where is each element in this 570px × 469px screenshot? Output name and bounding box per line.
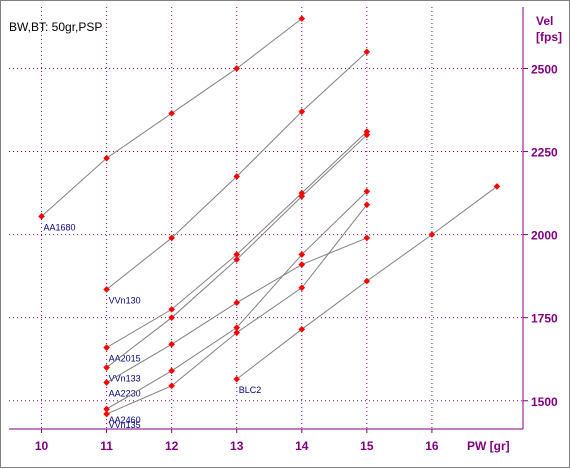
data-point [233,173,241,180]
x-tick-label: 14 [295,439,309,453]
data-point [298,326,306,333]
data-point [168,314,175,321]
data-point [103,379,110,386]
data-point [233,324,241,331]
data-point [168,306,175,313]
x-tick-label: 10 [35,439,49,453]
y-axis-label-line1: Vel [536,14,553,28]
y-axis-label-line2: [fps] [536,30,562,44]
data-point [233,299,241,307]
data-point [363,131,371,139]
series-label: AA1680 [44,222,76,232]
data-point [298,189,306,197]
data-point [428,231,436,238]
series-vvn133: VVn133 [103,131,371,384]
x-axis-label: PW [gr] [467,439,510,453]
data-point [168,382,175,390]
data-point [363,128,371,135]
x-tick-label: 16 [425,439,439,453]
series-label: AA2460 [109,415,141,425]
data-point [298,108,306,115]
data-point [298,261,306,268]
series-aa1680: AA1680 [38,15,306,232]
data-point [363,48,371,56]
data-point [103,405,110,413]
data-point [233,256,241,263]
data-point [233,65,241,72]
grid-layer [9,7,528,433]
series-label: VVn133 [109,374,141,384]
series-label: AA2230 [109,388,141,398]
data-point [103,154,110,162]
data-point [363,201,371,209]
series-label: VVn135 [109,420,141,430]
data-point [298,15,306,22]
series-aa2460: AA2460 [103,188,371,425]
data-point [103,286,110,293]
y-tick-label: 2250 [531,146,558,160]
y-tick-label: 1750 [531,312,558,326]
y-tick-label: 1500 [531,395,558,409]
data-point [168,234,175,242]
data-point [363,234,371,242]
data-point [233,329,241,336]
series-blc2: BLC2 [233,183,501,395]
data-point [233,375,241,383]
data-point [38,213,45,220]
series-line [41,18,303,217]
series-label: VVn130 [109,295,141,305]
x-tick-label: 15 [360,439,374,453]
series-layer: AA1680 VVn130 AA2015 VVn133 AA2230 AA2460VVn1… [38,15,501,430]
series-vvn135: VVn135 [103,201,371,430]
data-point [298,284,306,292]
series-line [106,204,368,415]
x-tick-label: 11 [100,439,113,453]
data-point [168,367,175,375]
x-tick-label: 12 [165,439,179,453]
axis-layer [9,7,524,430]
data-point [363,188,371,195]
series-label: AA2015 [109,354,141,364]
series-vvn130: VVn130 [103,48,371,305]
y-tick-label: 2000 [531,229,558,243]
data-point [103,344,110,351]
data-point [103,364,110,371]
data-point [363,277,371,285]
data-point [168,110,175,117]
tick-label-layer: 10 11 12 13 14 15 16 1500 1750 2000 2250 2500 [35,62,558,453]
data-point [493,183,501,190]
y-tick-label: 2500 [531,62,558,76]
data-point [168,340,175,348]
x-tick-label: 13 [230,439,244,453]
data-point [298,193,306,200]
chart-title: BW,BT: 50gr,PSP [9,20,102,34]
data-point [103,410,110,418]
series-aa2015: AA2015 [103,128,371,364]
series-aa2230: AA2230 [103,234,371,398]
series-label: BLC2 [239,385,262,395]
